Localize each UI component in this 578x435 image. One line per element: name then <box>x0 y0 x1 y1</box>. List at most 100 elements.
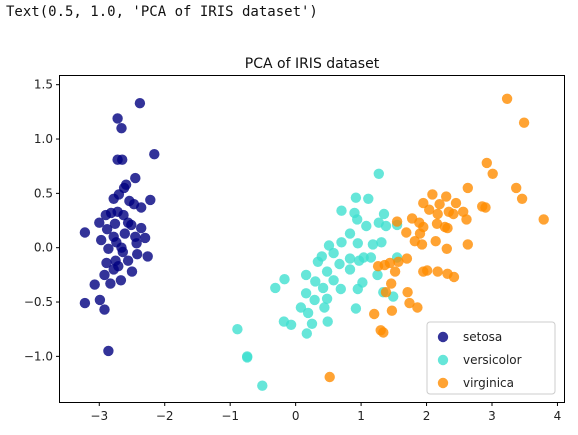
point-virginica-31 <box>430 236 441 247</box>
point-setosa-9 <box>118 182 130 194</box>
point-versicolor-40 <box>352 283 363 295</box>
point-setosa-46 <box>105 278 116 289</box>
point-versicolor-35 <box>270 282 281 294</box>
point-versicolor-22 <box>365 252 377 263</box>
point-versicolor-49 <box>306 318 318 329</box>
point-setosa-40 <box>101 257 112 269</box>
point-setosa-25 <box>119 228 130 239</box>
point-versicolor-20 <box>312 256 324 267</box>
point-versicolor-16 <box>367 239 379 250</box>
point-virginica-45 <box>448 271 460 283</box>
y-tick-label: 1.5 <box>34 78 53 92</box>
point-setosa-37 <box>142 251 153 262</box>
point-versicolor-9 <box>361 220 372 232</box>
point-virginica-22 <box>391 216 403 227</box>
point-setosa-47 <box>89 279 100 290</box>
point-virginica-32 <box>416 239 428 250</box>
point-versicolor-30 <box>279 274 290 285</box>
point-versicolor-2 <box>363 193 374 204</box>
point-versicolor-28 <box>300 269 312 281</box>
point-virginica-33 <box>462 239 473 250</box>
x-tick-label: −1 <box>221 409 239 423</box>
point-virginica-42 <box>422 265 433 276</box>
point-setosa-0 <box>134 98 146 109</box>
point-setosa-49 <box>79 297 91 309</box>
point-versicolor-10 <box>344 228 356 239</box>
legend-label-virginica: virginica <box>463 376 514 390</box>
point-versicolor-46 <box>302 307 314 319</box>
x-tick-label: −3 <box>90 409 108 423</box>
point-versicolor-37 <box>335 283 346 295</box>
point-virginica-2 <box>481 157 492 169</box>
legend-box <box>426 321 556 395</box>
point-setosa-17 <box>100 209 112 221</box>
point-setosa-23 <box>136 222 147 234</box>
point-setosa-24 <box>101 224 113 235</box>
point-setosa-20 <box>94 217 105 228</box>
point-versicolor-8 <box>380 220 392 232</box>
point-versicolor-31 <box>310 276 321 287</box>
point-versicolor-50 <box>322 316 333 327</box>
point-versicolor-14 <box>323 240 335 251</box>
point-setosa-2 <box>116 123 127 134</box>
chart-title: PCA of IRIS dataset <box>245 56 380 72</box>
point-versicolor-29 <box>372 269 383 281</box>
point-setosa-48 <box>94 294 106 306</box>
point-setosa-22 <box>126 219 137 231</box>
point-setosa-34 <box>103 243 114 254</box>
point-virginica-6 <box>516 193 528 204</box>
point-virginica-29 <box>442 222 453 234</box>
point-virginica-9 <box>450 197 462 209</box>
point-virginica-36 <box>401 253 413 264</box>
point-virginica-4 <box>462 182 473 194</box>
point-versicolor-23 <box>334 258 345 270</box>
x-tick-label: −2 <box>156 409 174 423</box>
point-versicolor-52 <box>301 328 312 339</box>
point-versicolor-34 <box>317 282 329 294</box>
point-versicolor-38 <box>300 288 312 299</box>
point-setosa-32 <box>131 238 142 249</box>
legend: setosa versicolor virginica <box>426 321 556 395</box>
legend-label-setosa: setosa <box>463 330 502 344</box>
point-setosa-21 <box>109 218 121 229</box>
point-virginica-14 <box>424 204 435 215</box>
point-versicolor-12 <box>336 237 347 248</box>
point-virginica-21 <box>538 214 549 225</box>
point-virginica-40 <box>389 266 401 277</box>
point-versicolor-43 <box>319 302 330 313</box>
point-virginica-0 <box>501 93 513 105</box>
x-axis-ticks: −3 −2 −1 0 1 2 3 4 <box>90 402 561 423</box>
point-virginica-7 <box>427 189 438 200</box>
point-setosa-30 <box>96 234 107 246</box>
point-setosa-44 <box>99 269 110 281</box>
point-virginica-13 <box>477 201 488 212</box>
point-versicolor-27 <box>321 266 333 277</box>
point-virginica-34 <box>441 243 452 254</box>
point-virginica-54 <box>375 325 386 336</box>
point-virginica-8 <box>441 191 452 202</box>
point-versicolor-15 <box>376 237 387 248</box>
point-versicolor-26 <box>344 264 356 275</box>
x-tick-label: 2 <box>423 409 431 423</box>
point-setosa-18 <box>118 209 129 221</box>
point-versicolor-51 <box>232 324 243 335</box>
point-versicolor-42 <box>321 293 333 304</box>
point-virginica-55 <box>324 371 335 383</box>
point-setosa-6 <box>130 172 141 184</box>
legend-marker-versicolor <box>437 354 449 366</box>
y-axis-ticks: −1.0 −0.5 0.0 0.5 1.0 1.5 <box>24 78 60 363</box>
point-virginica-28 <box>414 228 426 239</box>
point-virginica-5 <box>511 182 522 194</box>
point-virginica-19 <box>461 214 472 225</box>
point-setosa-26 <box>79 227 91 238</box>
point-setosa-14 <box>136 202 147 213</box>
y-tick-label: −0.5 <box>24 295 53 309</box>
plot-frame <box>59 75 565 403</box>
point-versicolor-1 <box>350 192 362 203</box>
point-virginica-50 <box>412 302 423 313</box>
point-setosa-10 <box>145 194 156 206</box>
point-versicolor-32 <box>328 275 339 286</box>
point-versicolor-19 <box>344 253 356 264</box>
point-virginica-52 <box>386 305 398 316</box>
